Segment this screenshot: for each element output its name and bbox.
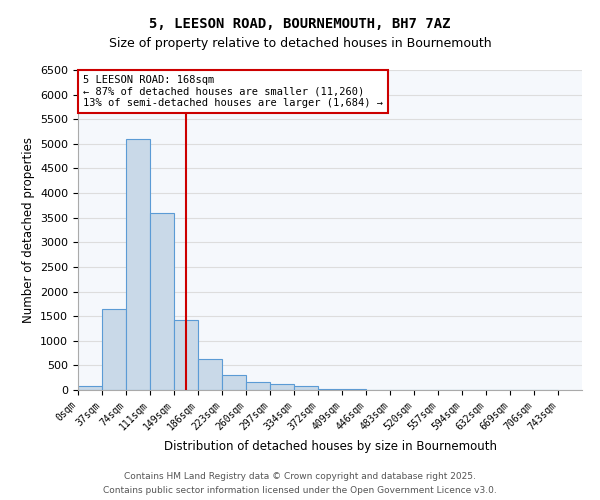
X-axis label: Distribution of detached houses by size in Bournemouth: Distribution of detached houses by size … [163,440,497,453]
Bar [222,375,246,390]
Bar [174,320,198,390]
Bar [198,360,222,390]
Bar [126,139,150,390]
Bar [294,386,318,390]
Text: Size of property relative to detached houses in Bournemouth: Size of property relative to detached ho… [109,38,491,51]
Bar [270,384,294,390]
Y-axis label: Number of detached properties: Number of detached properties [22,137,35,323]
Text: 5 LEESON ROAD: 168sqm
← 87% of detached houses are smaller (11,260)
13% of semi-: 5 LEESON ROAD: 168sqm ← 87% of detached … [83,75,383,108]
Bar [318,388,342,390]
Text: 5, LEESON ROAD, BOURNEMOUTH, BH7 7AZ: 5, LEESON ROAD, BOURNEMOUTH, BH7 7AZ [149,18,451,32]
Bar [150,213,174,390]
Text: Contains public sector information licensed under the Open Government Licence v3: Contains public sector information licen… [103,486,497,495]
Bar [102,309,126,390]
Text: Contains HM Land Registry data © Crown copyright and database right 2025.: Contains HM Land Registry data © Crown c… [124,472,476,481]
Bar [78,386,102,390]
Bar [342,389,366,390]
Bar [246,382,270,390]
